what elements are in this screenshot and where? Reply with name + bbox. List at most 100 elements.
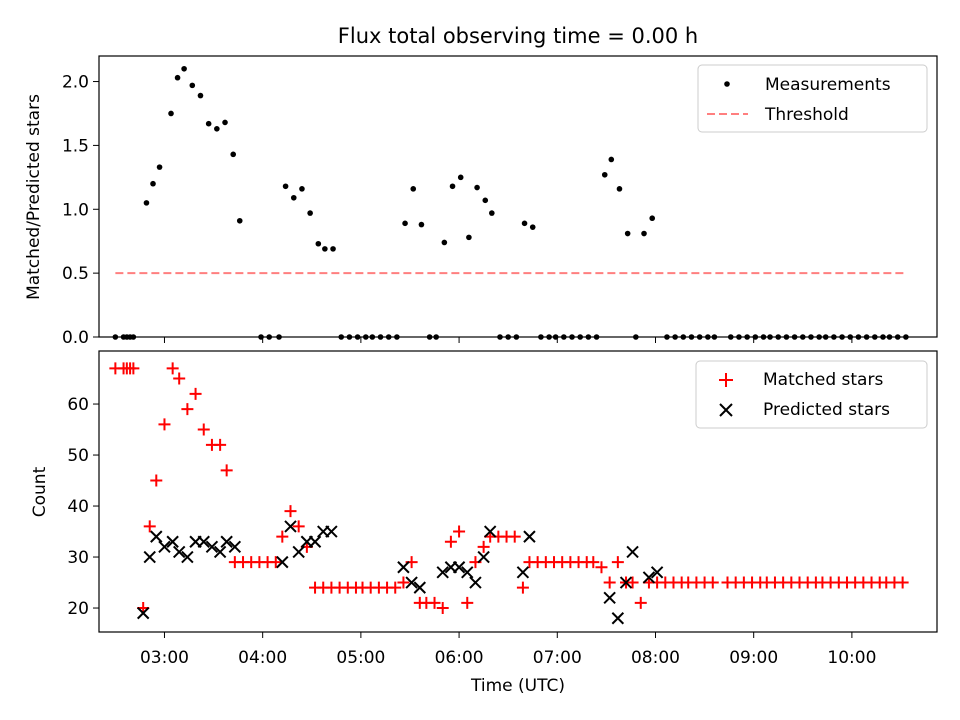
predicted-star-marker [136, 606, 150, 620]
legend-matched-marker [719, 373, 733, 387]
bottom-y-tick-label: 30 [67, 548, 89, 568]
predicted-star-marker [611, 612, 625, 625]
measurement-point [181, 65, 187, 72]
measurement-point [601, 171, 608, 178]
measurement-point [143, 200, 150, 206]
bottom-y-tick-label: 20 [67, 599, 89, 619]
matched-star-marker [143, 520, 156, 533]
measurement-point [641, 230, 647, 237]
predicted-star-marker [228, 540, 242, 554]
legend-predicted-marker [719, 403, 733, 417]
predicted-star-marker [308, 535, 322, 548]
measurement-point [222, 119, 228, 126]
matched-star-marker [220, 464, 233, 477]
legend-matched-label: Matched stars [763, 370, 883, 390]
predicted-star-marker [150, 530, 163, 543]
top-panel: 0.00.51.01.52.0 Matched/Predicted stars … [24, 55, 938, 348]
bottom-panel: 20 30 40 50 60 03:00 04:00 05:00 06:00 07:00 08:0… [30, 350, 938, 696]
measurement-point [307, 210, 313, 216]
measurement-point [205, 120, 212, 127]
legend-predicted-label: Predicted stars [763, 400, 890, 420]
measurement-point [322, 246, 328, 252]
matched-star-marker [397, 576, 410, 589]
measurement-point [168, 110, 174, 117]
legend-measurements-marker [724, 81, 730, 87]
measurement-point [150, 180, 156, 187]
matched-star-marker [127, 362, 140, 375]
measurement-point [197, 92, 204, 99]
measurement-point [441, 239, 448, 246]
measurement-point [174, 74, 181, 81]
matched-star-marker [461, 596, 474, 609]
top-legend-box [697, 64, 928, 133]
measurement-point [282, 183, 289, 190]
bottom-x-ticks: 03:00 04:00 05:00 06:00 07:00 08:00 09:00 10:00 [140, 632, 876, 668]
measurement-point [236, 217, 243, 224]
matched-star-marker [706, 576, 719, 589]
measurement-point [299, 186, 305, 192]
predicted-star-marker [143, 550, 156, 564]
bottom-legend-box [695, 360, 928, 429]
predicted-star-marker [436, 566, 449, 579]
predicted-star-marker [181, 550, 194, 564]
top-y-tick-label: 0.5 [62, 264, 89, 284]
matched-star-marker [197, 423, 210, 436]
bottom-marks [109, 362, 909, 625]
matched-star-marker [611, 556, 624, 569]
bottom-y-axis-label: Count [30, 466, 50, 517]
measurement-point [466, 234, 472, 241]
matched-star-marker [389, 581, 402, 594]
x-tick-label: 04:00 [238, 648, 287, 668]
predicted-star-marker [292, 545, 305, 559]
measurement-point [402, 220, 408, 227]
matched-star-marker [150, 474, 163, 487]
predicted-star-marker [166, 535, 179, 548]
measurement-point [214, 126, 220, 132]
measurement-point [410, 186, 417, 192]
x-tick-label: 07:00 [533, 648, 582, 668]
figure-title: Flux total observing time = 0.00 h [338, 24, 698, 48]
matched-star-marker [284, 505, 297, 518]
x-tick-label: 03:00 [140, 648, 189, 668]
measurement-point [482, 197, 489, 204]
matched-star-marker [214, 438, 227, 451]
matched-star-marker [173, 372, 186, 385]
measurement-point [449, 183, 456, 190]
predicted-star-marker [213, 545, 227, 559]
matched-star-marker [444, 535, 457, 548]
top-y-tick-label: 0.0 [62, 328, 89, 348]
predicted-star-marker [461, 566, 474, 579]
predicted-star-marker [477, 550, 490, 564]
matched-star-marker [158, 418, 171, 431]
measurement-point [330, 246, 336, 252]
measurement-point [608, 156, 615, 163]
matched-star-marker [603, 576, 616, 589]
bottom-y-tick-label: 50 [67, 446, 89, 466]
measurement-point [529, 224, 536, 230]
predicted-star-marker [284, 520, 297, 533]
predicted-star-marker [650, 566, 664, 579]
matched-star-marker [516, 581, 529, 594]
measurement-point [457, 174, 464, 181]
matched-star-marker [428, 596, 441, 609]
matched-star-marker [477, 540, 490, 553]
matched-star-marker [276, 530, 289, 543]
bottom-y-tick-label: 60 [67, 395, 89, 415]
matched-star-marker [436, 602, 449, 615]
measurement-point [649, 215, 656, 222]
bottom-legend: Matched stars Predicted stars [695, 360, 928, 429]
predicted-star-marker [603, 591, 616, 605]
measurement-point [418, 221, 425, 228]
predicted-star-marker [397, 561, 410, 574]
matched-star-marker [634, 596, 647, 609]
top-plot-frame [98, 55, 938, 338]
bottom-y-tick-label: 40 [67, 497, 89, 517]
predicted-star-marker [220, 535, 233, 548]
top-y-ticks: 0.0 0.5 1.0 1.5 2.0 [62, 73, 99, 348]
legend-threshold-label: Threshold [764, 105, 849, 125]
predicted-star-marker [619, 576, 633, 589]
predicted-star-marker [452, 561, 466, 574]
bottom-plot-frame [98, 350, 938, 633]
predicted-star-marker [276, 555, 289, 569]
